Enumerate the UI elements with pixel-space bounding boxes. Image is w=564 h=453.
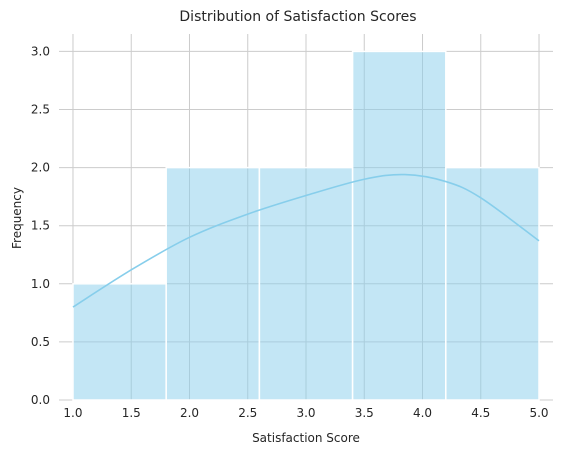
y-axis-label: Frequency <box>10 187 24 249</box>
y-tick-label: 1.5 <box>31 219 50 233</box>
x-tick-label: 3.0 <box>296 406 315 420</box>
y-tick-label: 3.0 <box>31 44 50 58</box>
x-axis-label: Satisfaction Score <box>252 431 360 445</box>
histogram-bars <box>72 50 540 401</box>
chart-title: Distribution of Satisfaction Scores <box>179 9 416 25</box>
y-tick-label: 2.5 <box>31 103 50 117</box>
histogram-bar <box>165 166 261 401</box>
histogram-bar <box>351 50 447 401</box>
kde-curve-group <box>72 173 540 308</box>
x-tick-label: 2.0 <box>180 406 199 420</box>
x-tick-label: 4.0 <box>413 406 432 420</box>
histogram-bar <box>258 166 354 401</box>
histogram-bar <box>445 166 540 401</box>
histogram-bar <box>72 283 167 401</box>
x-tick-label: 1.0 <box>63 406 82 420</box>
y-tick-labels: 0.0 0.5 1.0 1.5 2.0 2.5 3.0 <box>31 44 50 407</box>
x-tick-label: 4.5 <box>471 406 490 420</box>
kde-curve <box>72 173 540 308</box>
y-tick-label: 0.0 <box>31 393 50 407</box>
x-tick-labels: 1.0 1.5 2.0 2.5 3.0 3.5 4.0 4.5 5.0 <box>63 406 548 420</box>
y-tick-label: 2.0 <box>31 161 50 175</box>
x-tick-label: 1.5 <box>122 406 141 420</box>
y-tick-label: 1.0 <box>31 277 50 291</box>
x-tick-label: 3.5 <box>355 406 374 420</box>
x-tick-label: 2.5 <box>238 406 257 420</box>
x-tick-label: 5.0 <box>529 406 548 420</box>
y-tick-label: 0.5 <box>31 335 50 349</box>
